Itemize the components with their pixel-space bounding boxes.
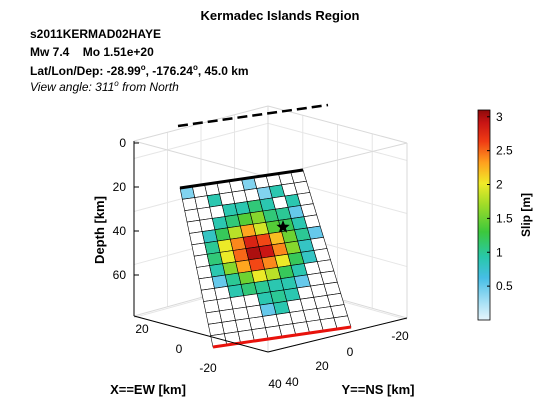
slip-cell <box>330 304 348 319</box>
slip-cell <box>316 259 335 274</box>
grid-line <box>267 122 408 161</box>
degree-mark: o <box>114 79 119 88</box>
y-tick-label: -20 <box>391 329 409 343</box>
colorbar-tick-label: 3 <box>496 110 503 124</box>
y-axis-label: Y==NS [km] <box>342 382 415 397</box>
axes-edge <box>267 105 408 144</box>
colorbar-tick-label: 1.5 <box>496 211 513 225</box>
slip-cell <box>320 270 338 285</box>
location-lat: Lat/Lon/Dep: -28.99 <box>30 64 141 78</box>
slip-cell <box>203 299 220 314</box>
magnitude-line: Mw 7.4 Mo 1.51e+20 <box>30 45 154 59</box>
fault-top-edge <box>179 168 304 190</box>
colorbar: 3 2.5 2 1.5 1 0.5 Slip [m] <box>477 109 533 321</box>
slip-cell <box>310 236 328 251</box>
colorbar-tick-label: 2 <box>496 178 503 192</box>
view-angle-line: View angle: 311o from North <box>30 79 179 94</box>
moment: Mo 1.51e+20 <box>82 45 154 59</box>
location-line: Lat/Lon/Dep: -28.99o, -176.24o, 45.0 km <box>30 63 249 78</box>
grid-line <box>133 122 269 159</box>
view-angle-suffix: from North <box>118 80 179 94</box>
x-tick-label: 40 <box>268 377 282 391</box>
x-tick-label: 0 <box>176 342 183 356</box>
z-tick-label: 60 <box>113 268 127 282</box>
axes-edge <box>133 140 269 178</box>
view-angle: View angle: 311 <box>30 80 115 94</box>
x-axis-line <box>133 315 269 353</box>
chart-title: Kermadec Islands Region <box>200 8 360 23</box>
slip-cell <box>207 321 225 336</box>
slip-cell <box>323 281 342 296</box>
location-depth: , 45.0 km <box>197 64 249 78</box>
z-tick-label: 20 <box>113 180 127 194</box>
slip-grid <box>179 169 352 348</box>
y-tick-label: 0 <box>347 345 354 359</box>
y-axis-line <box>267 317 408 353</box>
slip-cell <box>200 287 218 302</box>
x-tick-label: -20 <box>199 361 217 375</box>
fault-trace-projection <box>177 103 329 128</box>
slip-cell <box>313 248 331 262</box>
z-tick-label: 40 <box>113 224 127 238</box>
magnitude: Mw 7.4 <box>30 45 70 59</box>
axis-labels: 0 20 40 60 Depth [km] 40 -20 0 20 X==EW [km] -20 0 2… <box>92 136 414 397</box>
slip-cell <box>306 225 324 240</box>
degree-mark: o <box>140 63 146 72</box>
z-axis-label: Depth [km] <box>92 196 107 264</box>
degree-mark: o <box>192 63 198 72</box>
event-id: s2011KERMAD02HAYE <box>30 27 161 41</box>
x-tick-label: 20 <box>135 322 149 336</box>
slip-cell <box>326 293 345 307</box>
x-axis-label: X==EW [km] <box>110 382 186 397</box>
colorbar-rect <box>477 109 491 321</box>
y-tick-label: 20 <box>315 359 329 373</box>
colorbar-label: Slip [m] <box>519 193 533 237</box>
epicenter-star <box>276 220 290 233</box>
colorbar-tick-label: 2.5 <box>496 144 513 158</box>
slip-cell <box>205 310 223 325</box>
colorbar-tick-label: 1 <box>496 245 503 259</box>
slip-cell <box>198 276 215 291</box>
z-tick-label: 0 <box>119 136 126 150</box>
location-lon: , -176.24 <box>145 64 193 78</box>
colorbar-tick-label: 0.5 <box>496 279 513 293</box>
y-tick-label: 40 <box>285 375 299 389</box>
